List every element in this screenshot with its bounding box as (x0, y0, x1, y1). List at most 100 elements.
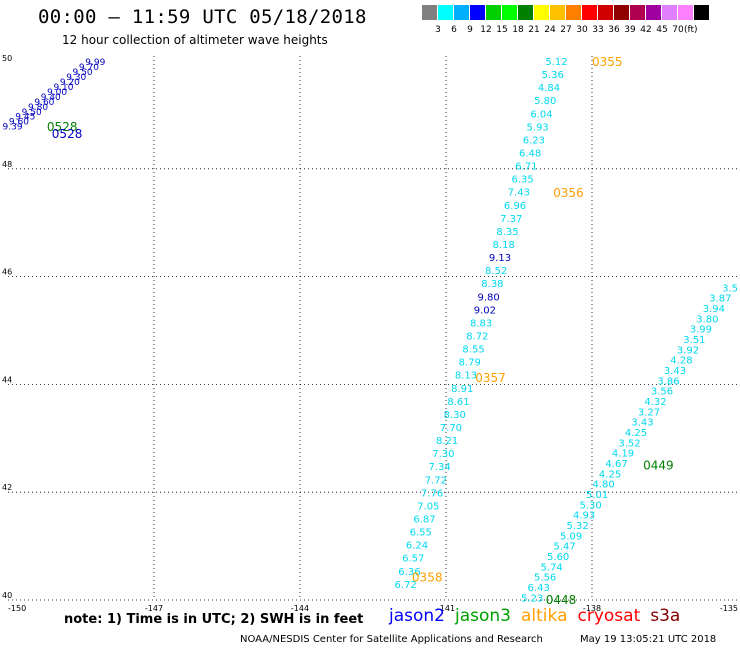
wave-height-value: 3.92 (677, 345, 699, 356)
colorbar-label: 15 (496, 25, 508, 35)
wave-height-value: 6.43 (528, 583, 550, 594)
wave-height-value: 4.19 (612, 449, 634, 460)
wave-height-value: 7.43 (508, 188, 530, 199)
wave-height-value: 9.40 (41, 93, 61, 103)
wave-height-value: 5.60 (547, 552, 569, 563)
wave-height-value: 7.70 (440, 423, 462, 434)
legend-item-jason2: jason2 (389, 606, 445, 626)
satellite-tracks: 5.12 5.36 4.84 5.80 6.04 5.93 6.23 6.48 6.71 6.35… (3, 55, 738, 607)
wave-height-value: 8.18 (493, 240, 515, 251)
legend-item-s3a: s3a (650, 606, 681, 626)
wave-height-value: 8.83 (470, 318, 492, 329)
colorbar-label: 6 (451, 25, 457, 35)
wave-height-value: 6.55 (410, 528, 432, 539)
colorbar-label: 12 (480, 25, 492, 35)
wave-height-value: 6.87 (413, 514, 435, 525)
colorbar-swatch (566, 5, 581, 20)
satellite-legend: jason2 jason3 altika cryosat s3a (389, 606, 690, 626)
colorbar-swatch (550, 5, 565, 20)
wave-height-value: 7.37 (500, 214, 522, 225)
wave-height-value: 3.27 (638, 407, 660, 418)
credit-line: NOAA/NESDIS Center for Satellite Applica… (240, 634, 543, 645)
lat-tick-label: 50 (2, 54, 12, 63)
colorbar-label: 24 (544, 25, 556, 35)
wave-height-value: 6.23 (523, 135, 545, 146)
wave-height-value: 4.80 (592, 480, 614, 491)
wave-height-value: 3.80 (696, 314, 718, 325)
wave-height-value: 9.20 (60, 78, 80, 88)
colorbar-label: 9 (467, 25, 473, 35)
pass-time-label: 0528 (47, 120, 78, 134)
wave-height-value: 9.45 (15, 113, 35, 123)
wave-height-value: 7.30 (432, 449, 454, 460)
wave-height-value: 5.23 (521, 593, 543, 604)
wave-height-value: 8.52 (485, 266, 507, 277)
wave-height-value: 3.87 (709, 294, 731, 305)
wave-height-value: 9.60 (34, 98, 54, 108)
wave-height-value: 3.99 (690, 325, 712, 336)
wave-height-value: 9.50 (73, 68, 93, 78)
wave-height-value: 9.60 (9, 118, 29, 128)
wave-height-value: 3.43 (664, 366, 686, 377)
wave-height-value: 5.93 (527, 122, 549, 133)
colorbar-label: 30 (576, 25, 588, 35)
track-b: 3.53.873.943.803.993.513.924.283.433.863… (521, 283, 738, 607)
colorbar-swatch (598, 5, 613, 20)
wave-height-value: 3.56 (651, 387, 673, 398)
wave-height-value: 9.99 (85, 58, 105, 68)
wave-height-value: 3.52 (618, 438, 640, 449)
map-grid (8, 56, 740, 601)
wave-height-value: 9.80 (478, 292, 500, 303)
colorbar-swatch (502, 5, 517, 20)
wave-height-value: 9.02 (474, 305, 496, 316)
wave-height-value: 6.35 (511, 175, 533, 186)
wave-height-value: 5.09 (560, 531, 582, 542)
colorbar-swatch (438, 5, 453, 20)
colorbar-swatch (518, 5, 533, 20)
wave-height-value: 4.32 (644, 397, 666, 408)
pass-time-label: 0357 (475, 371, 506, 385)
lat-tick-label: 48 (2, 160, 12, 169)
colorbar-swatch (646, 5, 661, 20)
colorbar-label: 36 (608, 25, 620, 35)
colorbar-label: 39 (624, 25, 636, 35)
colorbar-unit: (ft) (684, 25, 698, 35)
wave-height-value: 9.70 (79, 63, 99, 73)
wave-height-value: 6.72 (395, 580, 417, 591)
wave-height-value: 7.34 (428, 462, 450, 473)
wave-height-value: 9.13 (489, 253, 511, 264)
wave-height-value: 6.96 (504, 201, 526, 212)
wave-height-value: 9.39 (3, 123, 23, 133)
wave-height-value: 5.30 (579, 500, 601, 511)
lon-tick-label: -150 (8, 604, 26, 613)
wave-height-value: 8.91 (451, 384, 473, 395)
wave-height-value: 5.47 (554, 542, 576, 553)
pass-time-label: 0356 (553, 186, 584, 200)
page-title: 00:00 – 11:59 UTC 05/18/2018 (38, 6, 367, 28)
colorbar-label: 27 (560, 25, 572, 35)
colorbar-swatch (694, 5, 709, 20)
wave-height-value: 3.86 (657, 376, 679, 387)
colorbar-swatch (582, 5, 597, 20)
wave-height-value: 8.72 (466, 331, 488, 342)
colorbar-swatch (630, 5, 645, 20)
wave-height-value: 7.76 (421, 488, 443, 499)
wave-height-value: 5.80 (534, 96, 556, 107)
pass-time-label: 0358 (412, 570, 443, 584)
pass-time-label: 0528 (52, 127, 83, 141)
page-subtitle: 12 hour collection of altimeter wave hei… (62, 33, 328, 47)
wave-height-value: 6.57 (402, 554, 424, 565)
colorbar-label: 70 (672, 25, 684, 35)
wave-height-value: 6.36 (398, 567, 420, 578)
lat-tick-label: 44 (2, 375, 12, 384)
wave-height-value: 8.61 (447, 397, 469, 408)
lon-tick-label: -141 (437, 604, 455, 613)
lat-tick-label: 46 (2, 268, 12, 277)
map-tick-labels: -150 -147 -144 -141 -138 -135 50 48 46 44 42 40 (2, 54, 738, 613)
colorbar-label: 18 (512, 25, 524, 35)
wave-height-value: 9.30 (66, 73, 86, 83)
wave-height-value: 4.25 (599, 469, 621, 480)
wave-height-value: 3.51 (683, 335, 705, 346)
colorbar-swatch (614, 5, 629, 20)
